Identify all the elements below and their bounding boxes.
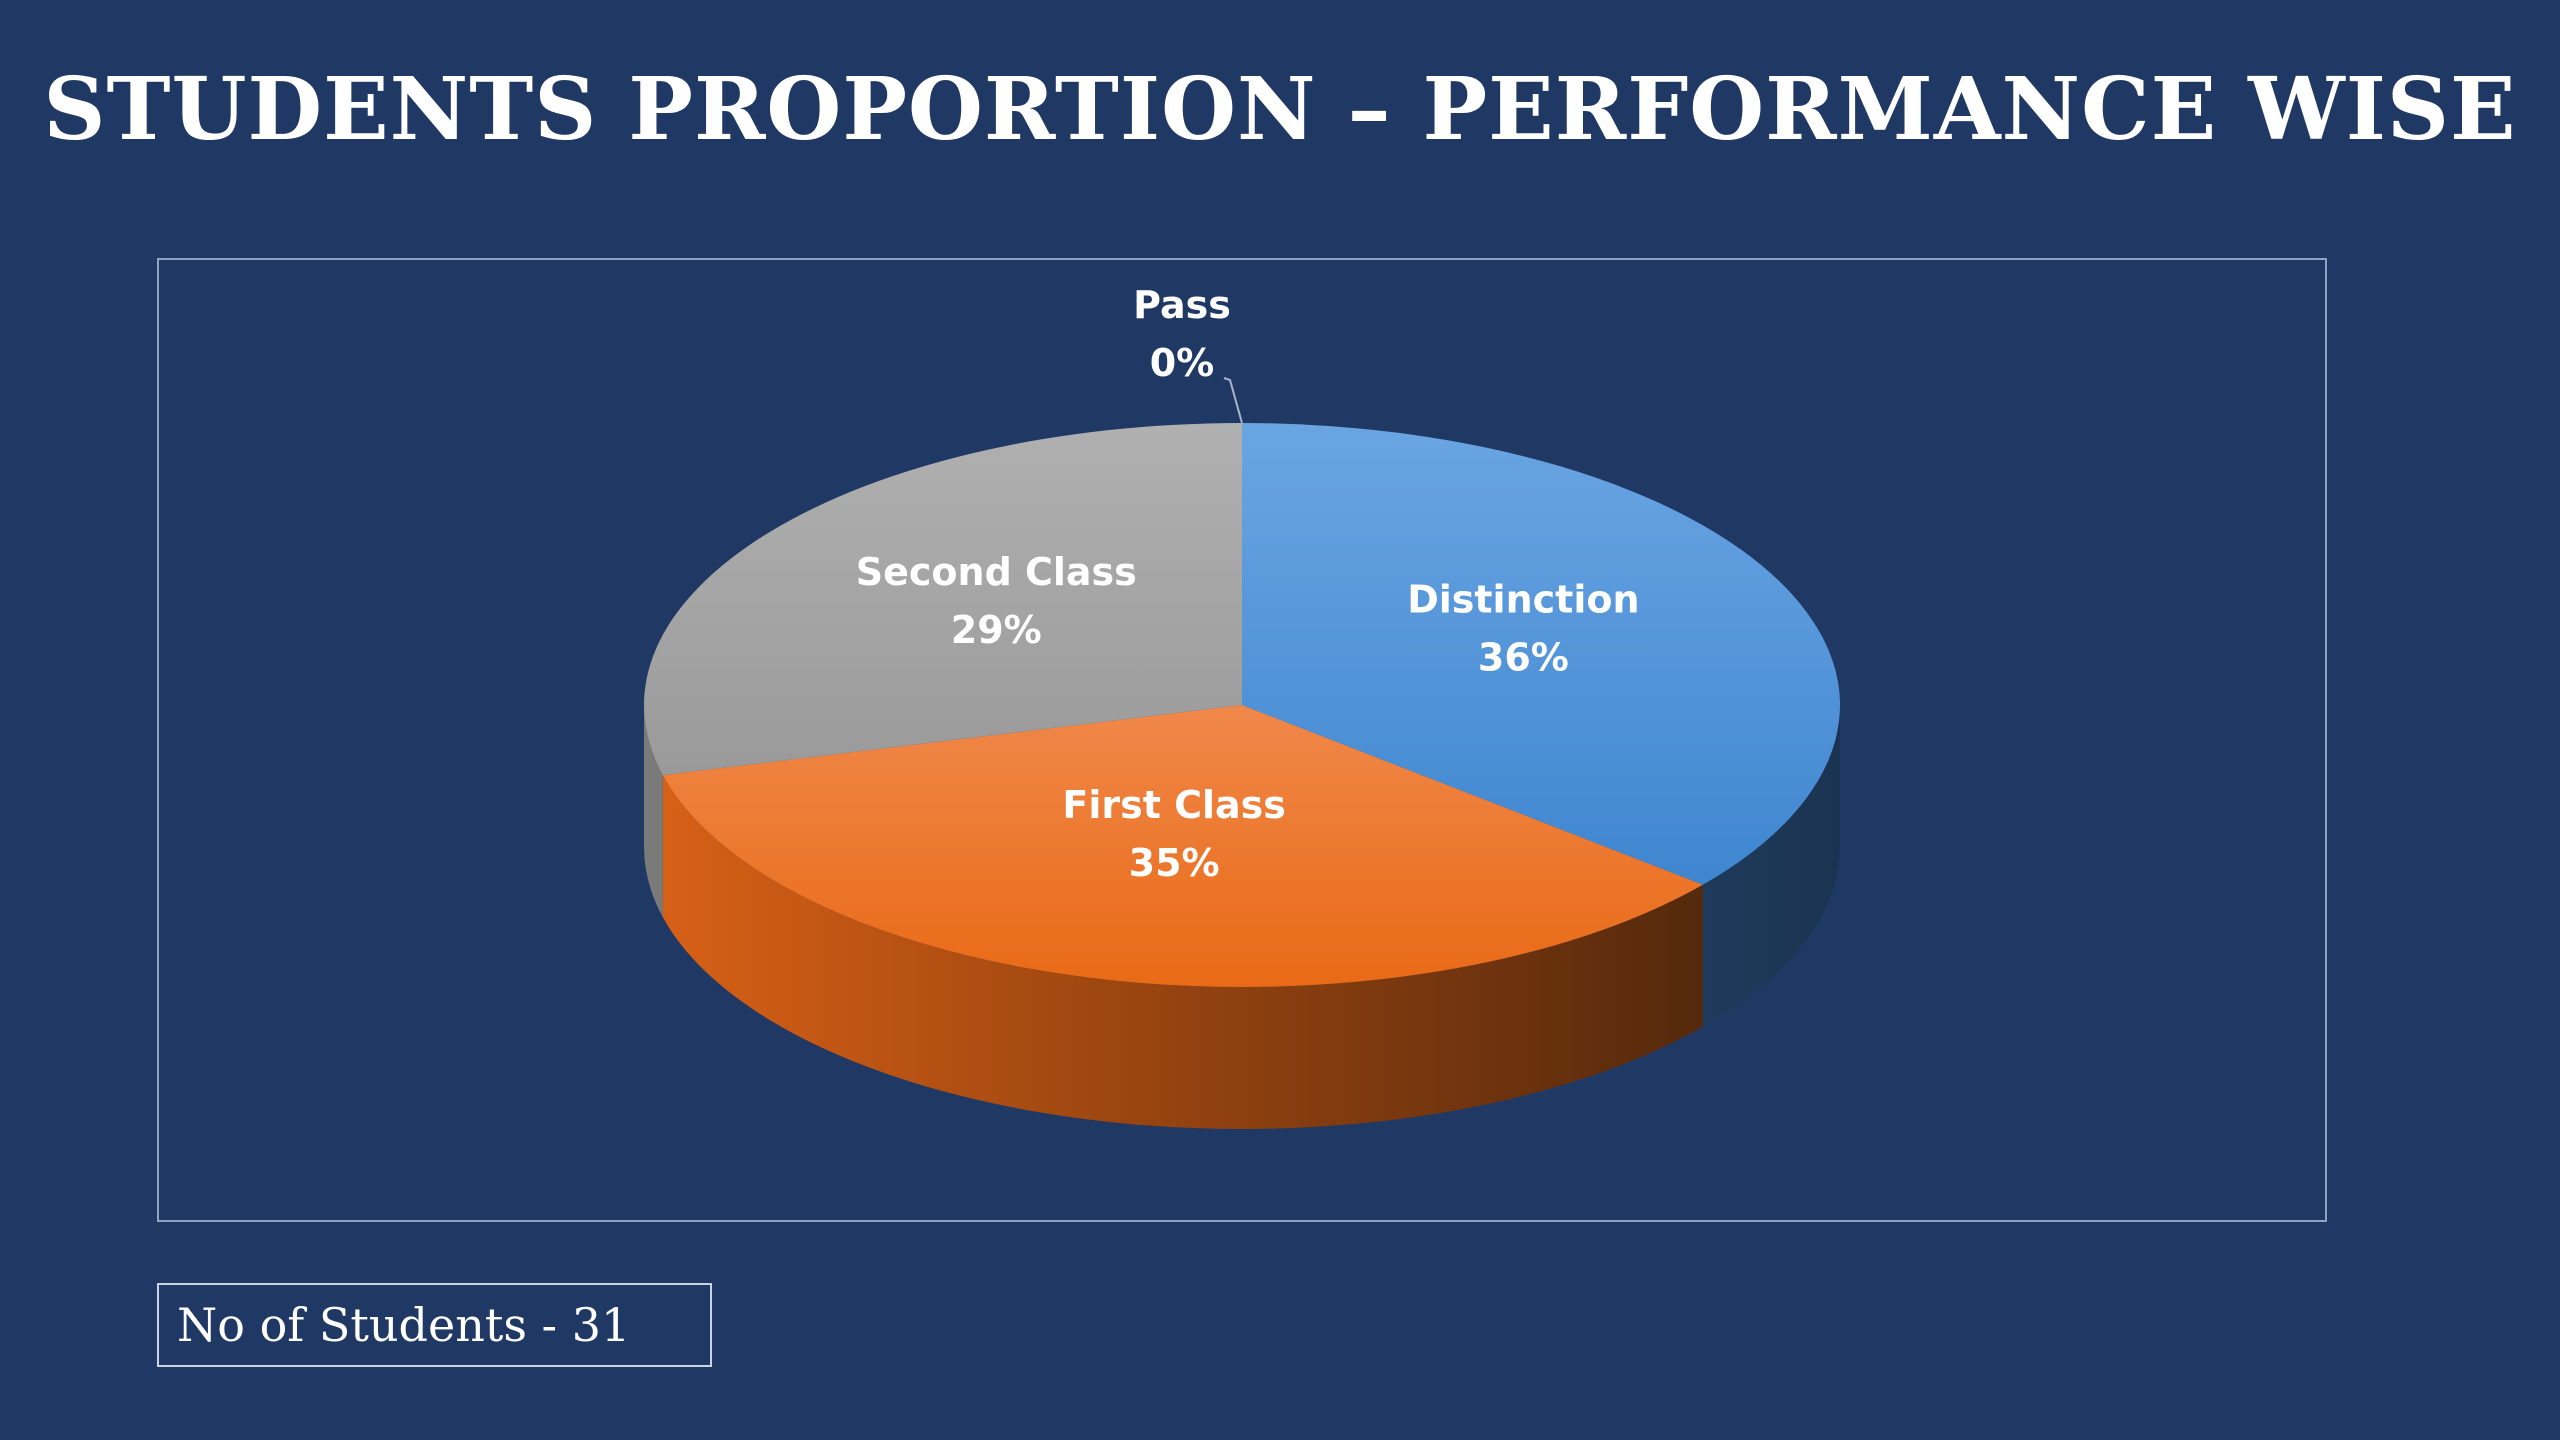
pie-slice-distinction <box>1242 423 1840 885</box>
pie-label-percent-first-class: 35% <box>1129 841 1220 885</box>
pie-label-name-second-class: Second Class <box>856 550 1137 594</box>
pie-side-second-class <box>644 705 663 918</box>
slide-title: STUDENTS PROPORTION – PERFORMANCE WISE <box>43 59 2517 160</box>
pie-label-percent-distinction: 36% <box>1478 636 1569 680</box>
student-count-box: No of Students - 31 <box>157 1283 712 1367</box>
pie-label-percent-second-class: 29% <box>951 608 1042 652</box>
pie-label-name-pass: Pass <box>1133 283 1231 327</box>
pie-slice-first-class <box>662 705 1703 988</box>
pie-label-percent-pass: 0% <box>1150 341 1215 385</box>
pie-label-name-distinction: Distinction <box>1407 578 1639 622</box>
pie-slice-second-class <box>644 423 1242 776</box>
pie-label-name-first-class: First Class <box>1062 783 1286 827</box>
pass-leader-line <box>1223 377 1243 424</box>
pie-side-first-class <box>662 775 1703 1129</box>
pie-side-distinction <box>1702 705 1840 1027</box>
chart-frame <box>157 258 2327 1222</box>
